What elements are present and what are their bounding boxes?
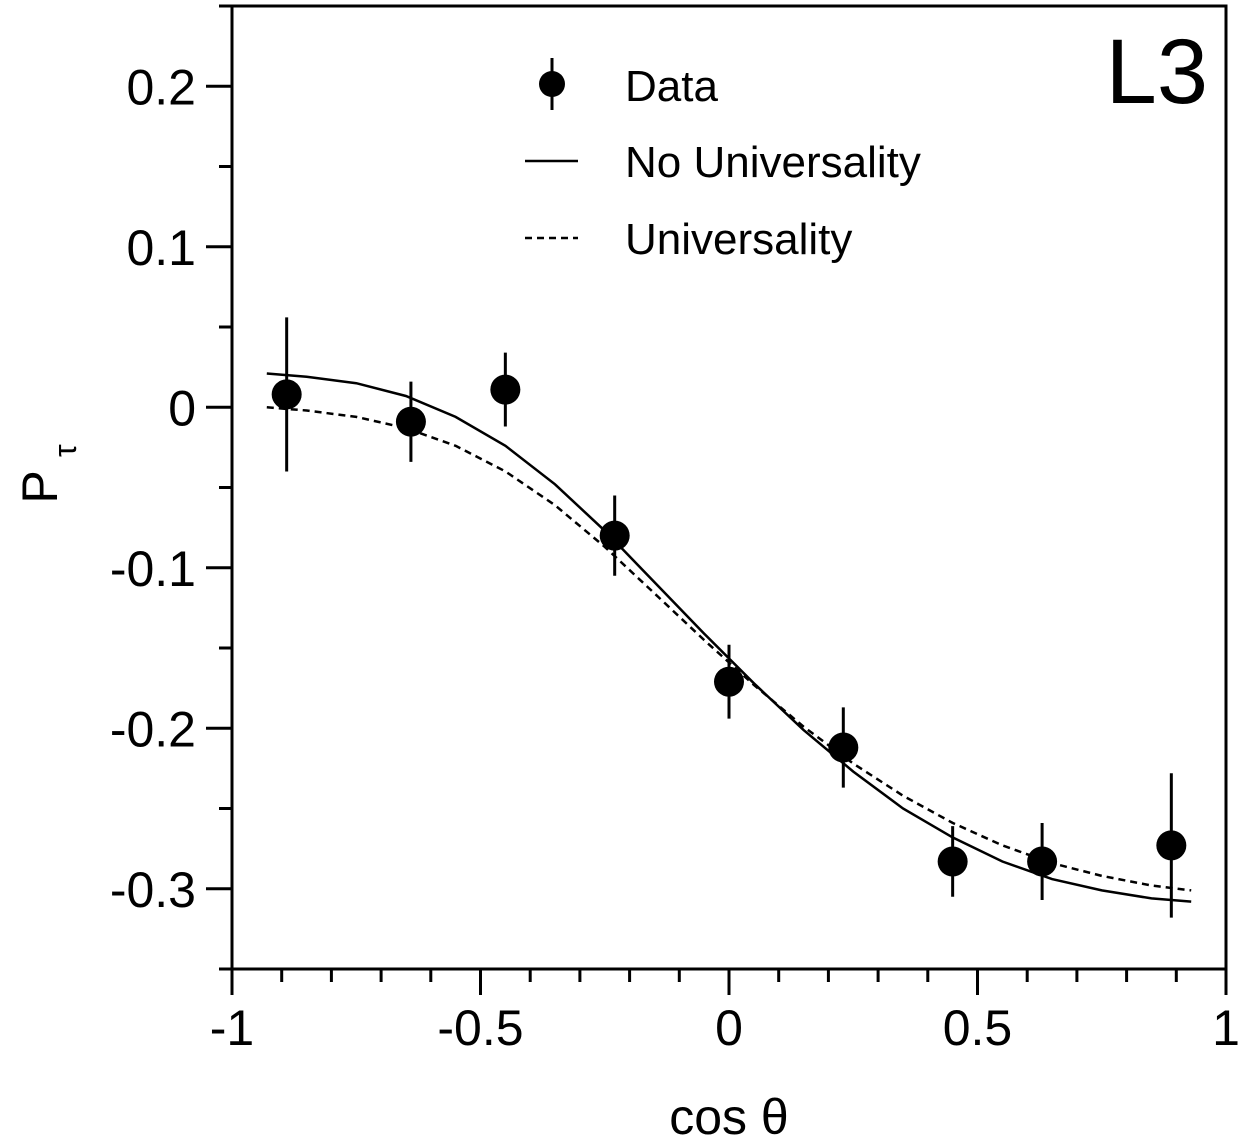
y-axis-title-main: P bbox=[12, 470, 68, 503]
axis-tick-labels: -1 -0.5 0 0.5 1 -0.3 -0.2 -0.1 0 0.1 0.2 bbox=[110, 59, 1240, 1056]
x-tick-label: -1 bbox=[210, 1000, 254, 1056]
data-marker bbox=[1027, 846, 1058, 877]
data-marker bbox=[714, 666, 744, 697]
x-tick-label: -0.5 bbox=[437, 1000, 523, 1056]
data-marker bbox=[828, 732, 859, 763]
data-point bbox=[599, 495, 630, 576]
theory-curves bbox=[266, 372, 1192, 903]
data-marker bbox=[599, 520, 630, 551]
data-marker bbox=[271, 379, 302, 410]
legend-label-universality: Universality bbox=[625, 215, 852, 264]
data-point bbox=[490, 352, 521, 427]
data-point bbox=[828, 707, 859, 788]
y-tick-label: -0.1 bbox=[110, 541, 196, 597]
experiment-label: L3 bbox=[1106, 21, 1208, 123]
data-point bbox=[271, 317, 302, 472]
data-point bbox=[1027, 822, 1058, 900]
legend-label-data: Data bbox=[625, 62, 718, 111]
y-tick-label: -0.3 bbox=[110, 862, 196, 918]
data-marker bbox=[937, 846, 968, 877]
data-point bbox=[714, 644, 744, 719]
data-marker bbox=[490, 374, 521, 405]
legend-data-marker bbox=[539, 71, 565, 97]
data-point bbox=[937, 826, 968, 897]
y-tick-label: 0.2 bbox=[126, 59, 196, 115]
y-tick-label: -0.2 bbox=[110, 701, 196, 757]
y-axis-title: P τ bbox=[12, 444, 83, 504]
legend: Data No Universality Universality bbox=[525, 58, 921, 264]
x-tick-label: 1 bbox=[1212, 1000, 1240, 1056]
x-tick-label: 0 bbox=[715, 1000, 743, 1056]
axis-ticks bbox=[206, 4, 1228, 995]
legend-label-no-universality: No Universality bbox=[625, 138, 921, 187]
x-axis-title: cos θ bbox=[669, 1089, 789, 1142]
y-tick-label: 0 bbox=[168, 380, 196, 436]
x-tick-label: 0.5 bbox=[943, 1000, 1013, 1056]
no-universality-curve bbox=[266, 372, 1192, 903]
data-point bbox=[1156, 773, 1187, 918]
data-marker bbox=[395, 406, 426, 437]
data-point bbox=[395, 381, 426, 462]
data-marker bbox=[1156, 830, 1187, 861]
y-tick-label: 0.1 bbox=[126, 220, 196, 276]
data-points bbox=[271, 317, 1187, 918]
y-axis-title-subscript: τ bbox=[47, 444, 83, 457]
